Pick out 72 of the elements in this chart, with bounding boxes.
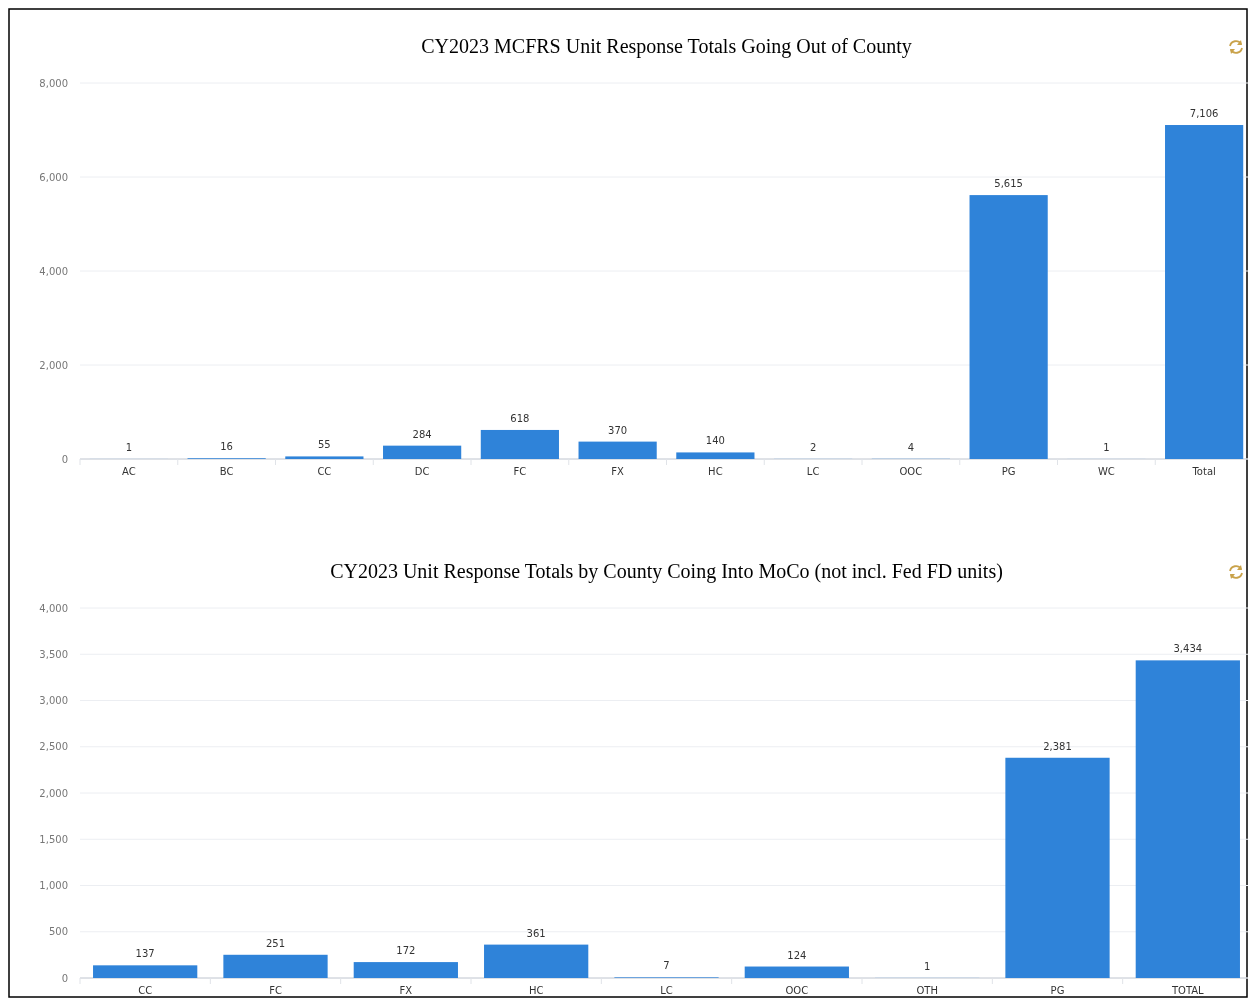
x-tick-label: FC bbox=[513, 466, 527, 477]
x-tick-label: LC bbox=[806, 466, 820, 477]
x-tick-label: FX bbox=[611, 466, 625, 477]
x-tick-label: PG bbox=[1001, 466, 1016, 477]
x-tick-label: CC bbox=[138, 985, 153, 996]
y-tick-label: 4,000 bbox=[39, 602, 68, 614]
bar bbox=[484, 944, 589, 978]
x-tick-label: PG bbox=[1050, 985, 1065, 996]
y-tick-label: 6,000 bbox=[39, 171, 68, 183]
y-tick-label: 8,000 bbox=[39, 77, 68, 89]
data-label: 55 bbox=[318, 439, 331, 451]
y-tick-label: 1,500 bbox=[39, 833, 68, 845]
data-label: 7,106 bbox=[1189, 108, 1219, 120]
bar bbox=[969, 195, 1048, 459]
bar bbox=[353, 962, 458, 978]
data-label: 1 bbox=[125, 441, 133, 453]
y-tick-label: 2,000 bbox=[39, 359, 68, 371]
x-tick-label: HC bbox=[708, 466, 723, 477]
data-label: 4 bbox=[907, 441, 915, 453]
bar bbox=[676, 452, 755, 459]
data-label: 361 bbox=[526, 927, 546, 939]
x-tick-label: OOC bbox=[899, 466, 923, 477]
y-tick-label: 4,000 bbox=[39, 265, 68, 277]
x-tick-label: LC bbox=[660, 985, 673, 996]
data-label: 1 bbox=[1103, 441, 1110, 453]
bar bbox=[744, 966, 849, 978]
data-label: 7 bbox=[663, 960, 670, 972]
x-tick-label: FC bbox=[269, 985, 282, 996]
bar bbox=[93, 965, 198, 978]
x-tick-label: HC bbox=[528, 985, 544, 996]
chart-title: CY2023 Unit Response Totals by County Coing Into MoCo (not incl. Fed FD units) bbox=[330, 560, 1003, 583]
bar bbox=[480, 429, 559, 459]
data-label: 5,615 bbox=[994, 178, 1023, 190]
y-tick-label: 2,000 bbox=[39, 787, 68, 799]
y-tick-label: 1,000 bbox=[39, 880, 68, 891]
data-label: 2 bbox=[809, 441, 817, 453]
x-tick-label: OTH bbox=[916, 985, 938, 996]
x-tick-label: OOC bbox=[785, 985, 809, 996]
y-tick-label: 0 bbox=[61, 453, 68, 465]
data-label: 618 bbox=[510, 412, 530, 424]
bar bbox=[223, 954, 328, 978]
y-tick-label: 500 bbox=[48, 926, 68, 938]
x-tick-label: BC bbox=[219, 466, 234, 477]
data-label: 3,434 bbox=[1173, 643, 1203, 655]
chart-title: CY2023 MCFRS Unit Response Totals Going Out of County bbox=[421, 35, 912, 58]
bar bbox=[1005, 757, 1110, 978]
x-tick-label: TOTAL bbox=[1170, 985, 1205, 996]
bar bbox=[1165, 125, 1244, 459]
y-tick-label: 2,500 bbox=[39, 741, 68, 753]
data-label: 16 bbox=[220, 441, 233, 453]
x-tick-label: Total bbox=[1191, 466, 1216, 477]
data-label: 370 bbox=[608, 424, 628, 436]
y-tick-label: 0 bbox=[61, 972, 68, 984]
y-tick-label: 3,000 bbox=[39, 695, 68, 706]
y-tick-label: 3,500 bbox=[39, 648, 68, 660]
x-tick-label: AC bbox=[122, 466, 136, 477]
bar bbox=[383, 445, 462, 459]
data-label: 140 bbox=[705, 435, 725, 447]
data-label: 172 bbox=[396, 945, 416, 957]
data-label: 284 bbox=[412, 428, 432, 440]
x-tick-label: FX bbox=[399, 985, 413, 996]
data-label: 251 bbox=[265, 937, 286, 949]
bar bbox=[1135, 660, 1240, 978]
data-label: 2,381 bbox=[1043, 740, 1072, 752]
x-tick-label: DC bbox=[414, 466, 430, 477]
x-tick-label: CC bbox=[317, 466, 332, 477]
data-label: 137 bbox=[135, 948, 155, 960]
data-label: 1 bbox=[923, 960, 931, 972]
data-label: 124 bbox=[787, 949, 807, 961]
bar bbox=[285, 456, 364, 459]
x-tick-label: WC bbox=[1097, 466, 1115, 477]
bar bbox=[578, 441, 657, 459]
